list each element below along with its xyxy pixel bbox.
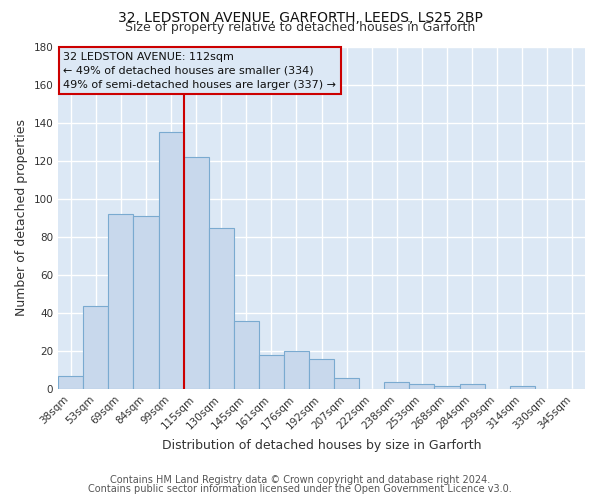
Bar (234, 321, 259, 390)
Bar (133, 216, 158, 390)
Text: Contains HM Land Registry data © Crown copyright and database right 2024.: Contains HM Land Registry data © Crown c… (110, 475, 490, 485)
Bar (309, 359, 334, 390)
Bar (510, 386, 535, 390)
Text: 32 LEDSTON AVENUE: 112sqm
← 49% of detached houses are smaller (334)
49% of semi: 32 LEDSTON AVENUE: 112sqm ← 49% of detac… (64, 52, 337, 90)
Bar (184, 157, 209, 390)
Bar (209, 228, 234, 390)
Bar (158, 132, 184, 390)
Text: Size of property relative to detached houses in Garforth: Size of property relative to detached ho… (125, 21, 475, 34)
Bar (284, 352, 309, 390)
Text: Contains public sector information licensed under the Open Government Licence v3: Contains public sector information licen… (88, 484, 512, 494)
Bar (385, 382, 409, 390)
Bar (259, 355, 284, 390)
Bar (109, 214, 133, 390)
Y-axis label: Number of detached properties: Number of detached properties (15, 120, 28, 316)
Bar (434, 386, 460, 390)
Bar (409, 384, 434, 390)
Bar (58, 376, 83, 390)
Bar (460, 384, 485, 390)
Text: 32, LEDSTON AVENUE, GARFORTH, LEEDS, LS25 2BP: 32, LEDSTON AVENUE, GARFORTH, LEEDS, LS2… (118, 11, 482, 25)
Bar (83, 306, 109, 390)
X-axis label: Distribution of detached houses by size in Garforth: Distribution of detached houses by size … (162, 440, 481, 452)
Bar (334, 378, 359, 390)
